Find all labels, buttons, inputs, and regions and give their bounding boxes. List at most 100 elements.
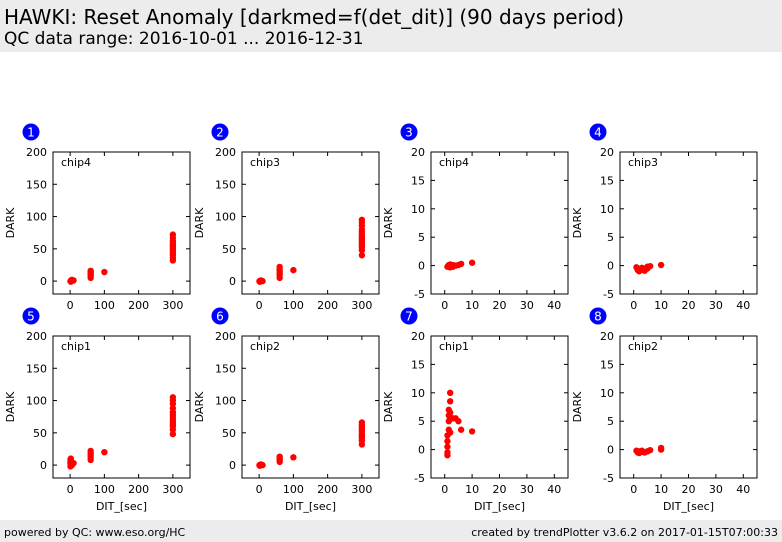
plot-7: 7 0 10 20 30 40 -5 0 5 10 15 20 DARK DIT_[sec] chip1 <box>382 307 569 513</box>
x-tick-label: 0 <box>441 483 448 496</box>
y-tick-label: 20 <box>411 146 425 159</box>
y-tick-label: -5 <box>603 288 614 301</box>
y-tick-label: 0 <box>40 275 47 288</box>
x-tick-label: 10 <box>465 299 479 312</box>
plot-number-label: 6 <box>216 310 224 324</box>
y-tick-label: 150 <box>215 362 236 375</box>
y-tick-label: 50 <box>33 427 47 440</box>
x-tick-label: 0 <box>441 299 448 312</box>
plot-annotation: chip3 <box>628 156 658 169</box>
data-point <box>657 444 665 452</box>
x-tick-label: 0 <box>256 299 263 312</box>
plot-frame <box>430 335 569 479</box>
data-point <box>169 394 177 401</box>
data-point <box>646 446 654 454</box>
x-tick-label: 100 <box>94 299 115 312</box>
plot-number-badge <box>211 307 229 325</box>
plot-frame <box>241 151 380 295</box>
plot-annotation: chip2 <box>250 340 280 353</box>
plot-number-badge <box>211 123 229 141</box>
x-tick-label: 40 <box>736 483 750 496</box>
y-tick-label: 0 <box>607 444 614 457</box>
x-tick-label: 40 <box>547 299 561 312</box>
x-tick-label: 200 <box>128 299 149 312</box>
plot-annotation: chip1 <box>439 340 469 353</box>
data-point <box>444 437 451 445</box>
y-tick-label: 100 <box>215 395 236 408</box>
x-tick-label: 200 <box>128 483 149 496</box>
plot-number-badge <box>22 307 40 325</box>
y-tick-label: 15 <box>411 174 425 187</box>
plot-annotation: chip3 <box>250 156 280 169</box>
data-point <box>276 263 283 271</box>
y-tick-label: 100 <box>215 211 236 224</box>
footer: powered by QC: www.eso.org/HC created by… <box>0 520 782 542</box>
x-tick-label: 0 <box>67 483 74 496</box>
y-tick-label: 150 <box>215 178 236 191</box>
plot-8: 8 0 10 20 30 40 -5 0 5 10 15 20 DARK DIT_[sec] chip2 <box>571 307 758 513</box>
y-tick-label: 10 <box>411 203 425 216</box>
data-point <box>446 389 454 396</box>
data-point <box>446 398 454 405</box>
y-axis-label: DARK <box>4 207 17 238</box>
y-tick-label: 0 <box>40 459 47 472</box>
y-tick-label: -5 <box>603 472 614 485</box>
y-axis-label: DARK <box>193 207 206 238</box>
x-tick-label: 10 <box>654 299 668 312</box>
x-tick-label: 200 <box>317 483 338 496</box>
x-tick-label: 30 <box>709 299 723 312</box>
y-tick-label: 100 <box>26 395 47 408</box>
data-point <box>259 461 266 469</box>
plot-frame <box>52 151 191 295</box>
data-point <box>657 261 665 269</box>
data-point <box>169 430 177 438</box>
header: HAWKI: Reset Anomaly [darkmed=f(det_dit)… <box>0 0 782 52</box>
y-axis-label: DARK <box>382 391 395 422</box>
x-tick-label: 30 <box>520 299 534 312</box>
x-tick-label: 10 <box>654 483 668 496</box>
y-tick-label: 200 <box>26 330 47 343</box>
y-tick-label: 10 <box>600 203 614 216</box>
data-point <box>468 428 476 435</box>
y-tick-label: 200 <box>215 330 236 343</box>
y-tick-label: 200 <box>215 146 236 159</box>
x-tick-label: 20 <box>682 483 696 496</box>
x-tick-label: 300 <box>351 483 372 496</box>
plot-5: 50 100 200 300050100150200DARKDIT_[sec]chip… <box>4 307 191 513</box>
data-point <box>70 277 77 284</box>
y-tick-label: 15 <box>411 358 425 371</box>
data-point <box>646 262 654 270</box>
x-tick-label: 20 <box>493 299 507 312</box>
plot-number-label: 8 <box>594 310 602 324</box>
y-tick-label: -5 <box>414 472 425 485</box>
y-tick-label: 5 <box>418 231 425 244</box>
y-tick-label: 20 <box>600 330 614 343</box>
data-point <box>276 453 283 460</box>
y-tick-label: 50 <box>33 243 47 256</box>
y-tick-label: 5 <box>607 231 614 244</box>
plot-number-label: 4 <box>594 126 602 140</box>
plot-number-label: 5 <box>27 310 35 324</box>
y-tick-label: 0 <box>418 260 425 273</box>
data-point <box>290 266 297 274</box>
plot-number-badge <box>400 123 418 141</box>
y-tick-label: 10 <box>411 387 425 400</box>
data-point <box>455 418 462 425</box>
x-tick-label: 40 <box>736 299 750 312</box>
data-point <box>457 426 465 433</box>
x-tick-label: 100 <box>94 483 115 496</box>
data-point <box>259 277 266 285</box>
y-tick-label: 200 <box>26 146 47 159</box>
x-tick-label: 300 <box>162 483 183 496</box>
y-tick-label: 0 <box>418 444 425 457</box>
x-tick-label: 300 <box>162 299 183 312</box>
x-tick-label: 10 <box>465 483 479 496</box>
x-axis-label: DIT_[sec] <box>285 500 336 513</box>
x-tick-label: 40 <box>547 483 561 496</box>
data-point <box>358 419 366 426</box>
data-point <box>457 260 465 268</box>
plot-number-badge <box>589 123 607 141</box>
